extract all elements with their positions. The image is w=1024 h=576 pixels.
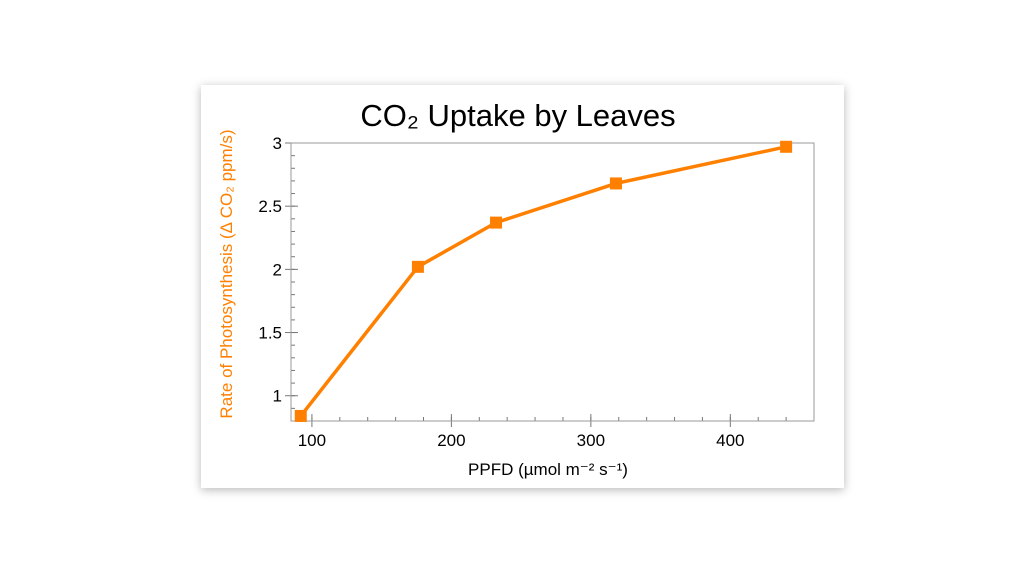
major-ticks	[285, 142, 731, 427]
series-line	[299, 145, 788, 418]
minor-ticks	[291, 142, 815, 422]
y-tick-label: 2	[273, 260, 282, 279]
x-tick-label: 400	[716, 431, 744, 450]
y-axis-label: Rate of Photosynthesis (Δ CO₂ ppm/s)	[217, 129, 236, 418]
x-tick-label: 300	[577, 431, 605, 450]
data-point-marker	[490, 216, 503, 229]
y-tick-label: 1	[273, 387, 282, 406]
data-point-marker	[294, 409, 307, 422]
y-tick-label: 3	[273, 134, 282, 153]
series-markers	[294, 140, 793, 422]
x-tick-label: 200	[437, 431, 465, 450]
x-tick-label: 100	[298, 431, 326, 450]
y-tick-label: 2.5	[258, 197, 282, 216]
data-point-marker	[780, 140, 793, 153]
chart-title: CO₂ Uptake by Leaves	[360, 98, 675, 133]
data-point-marker	[609, 177, 622, 190]
plot-frame	[290, 142, 815, 422]
y-tick-labels: 1 1.5 2 2.5 3	[258, 134, 282, 406]
y-tick-label: 1.5	[258, 324, 282, 343]
data-point-marker	[411, 260, 424, 273]
x-axis-label: PPFD (µmol m⁻² s⁻¹)	[468, 460, 628, 479]
x-tick-labels: 100 200 300 400	[298, 431, 745, 450]
